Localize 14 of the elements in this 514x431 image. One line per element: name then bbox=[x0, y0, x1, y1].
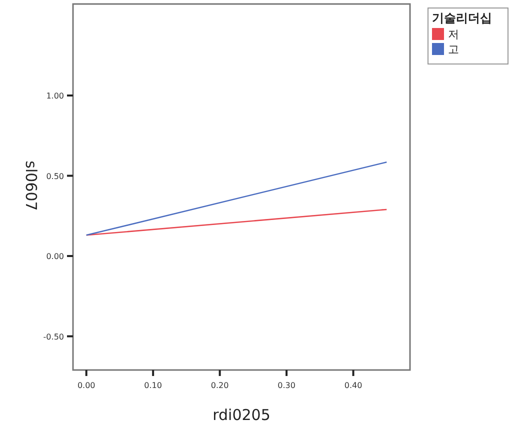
y-tick-label: 0.50 bbox=[46, 172, 64, 181]
y-axis-title: sl0607 bbox=[22, 160, 40, 211]
x-tick-label: 0.10 bbox=[144, 381, 162, 390]
y-tick-label: -0.50 bbox=[43, 332, 64, 342]
legend-label: 고 bbox=[448, 43, 459, 56]
legend-title: 기술리더십 bbox=[432, 11, 492, 25]
x-tick-label: 0.20 bbox=[210, 381, 229, 390]
x-axis-title: rdi0205 bbox=[212, 406, 270, 424]
legend-label: 저 bbox=[448, 28, 459, 41]
x-tick-label: 0.40 bbox=[344, 381, 362, 390]
y-tick-label: 0.00 bbox=[46, 252, 64, 262]
x-tick-label: 0.30 bbox=[278, 381, 296, 390]
y-tick-label: 1.00 bbox=[46, 92, 64, 100]
x-tick-label: 0.00 bbox=[77, 381, 96, 390]
